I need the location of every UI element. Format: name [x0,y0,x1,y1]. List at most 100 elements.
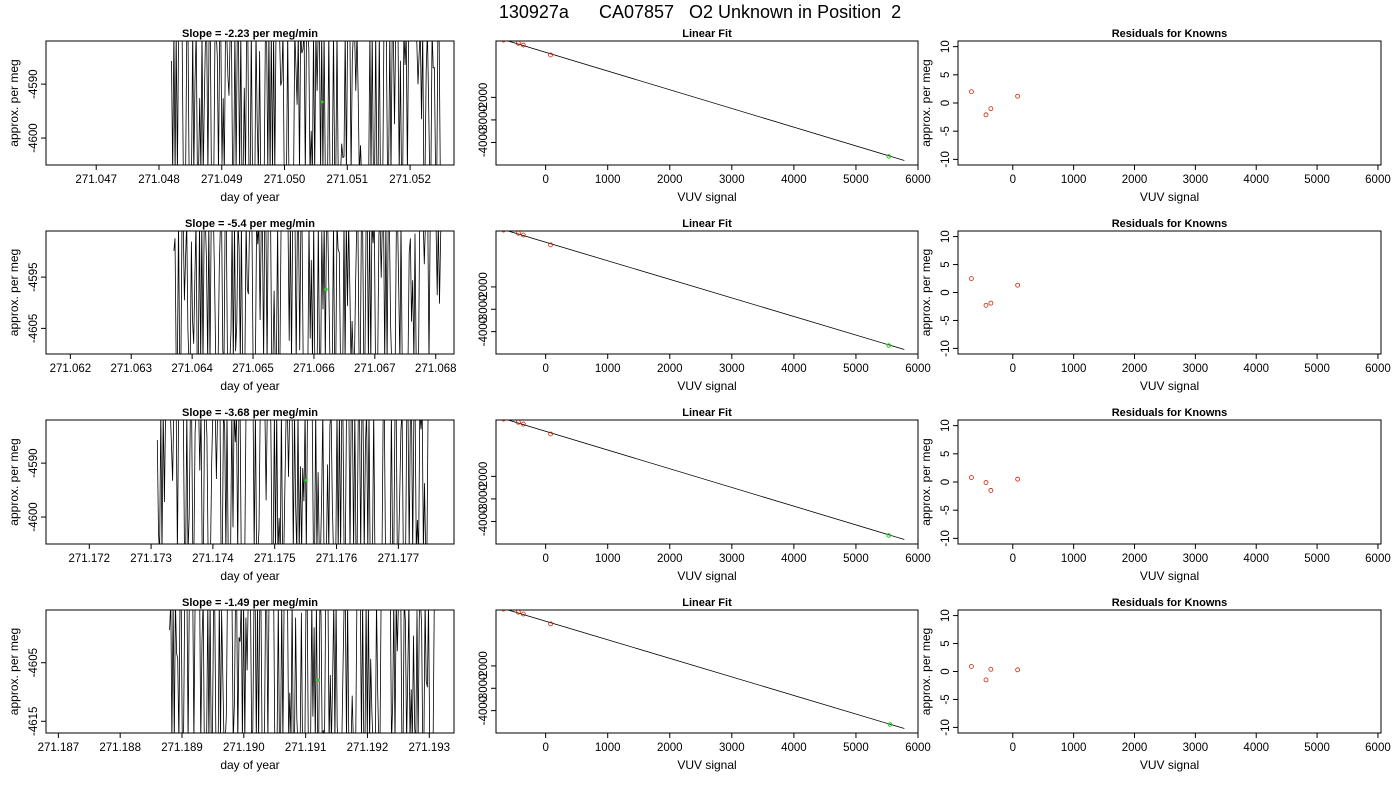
x-axis-label: VUV signal [1140,569,1199,583]
x-tick-label: 271.050 [264,174,306,186]
panel-linear-fit: Linear Fit 0 1000 2000 3000 4000 5000 6000 -2000… [478,28,931,204]
x-tick-label: 271.048 [138,174,180,186]
y-tick-label: -4600 [28,502,40,531]
y-axis-label: approx. per meg [7,249,21,336]
y-axis-label: approx. per meg [919,249,933,336]
known-point [515,420,521,425]
y-tick-label: -2000 [478,462,490,491]
x-tick-label: 0 [542,553,548,565]
signal-trace [173,231,442,354]
known-point [548,621,554,627]
x-tick-label: 4000 [781,742,807,754]
plot-area [501,420,905,540]
panel-title: Residuals for Knowns [1112,597,1228,609]
y-tick-label: 0 [940,289,952,295]
x-tick-label: 3000 [719,363,745,375]
y-tick-label: -4000 [478,507,490,536]
residual-point [988,488,994,493]
y-tick-label: -2000 [478,272,490,301]
x-axis-label: VUV signal [1140,379,1199,393]
panel-linear-fit: Linear Fit 0 1000 2000 3000 4000 5000 6000 -2000… [478,597,931,772]
unknown-point [886,343,892,348]
panel-residuals: Residuals for Knowns 0 1000 2000 3000 4000 500… [919,28,1391,204]
plot-frame [495,609,919,734]
plot-frame [957,40,1382,166]
y-tick-label: -5 [940,505,952,515]
panel-title: Slope = -5.4 per meg/min [185,218,315,230]
y-tick-label: -2000 [478,651,490,680]
residual-point [1015,667,1021,673]
panel-title: Residuals for Knowns [1112,28,1228,40]
x-tick-label: 4000 [781,363,807,375]
x-tick-label: 0 [1010,174,1016,186]
y-tick-label: -4615 [28,707,40,736]
x-tick-label: 6000 [1365,553,1391,565]
x-tick-label: 2000 [657,553,683,565]
y-tick-label: -4590 [28,69,40,98]
y-tick-label: -4600 [28,123,40,152]
y-tick-label: -4605 [28,314,40,343]
y-axis-label: approx. per meg [919,628,933,715]
x-axis-label: day of year [220,758,279,772]
residual-point [968,89,974,95]
residual-point [968,664,974,669]
panel-linear-fit: Linear Fit 0 1000 2000 3000 4000 5000 6000 -2000… [478,407,931,583]
y-tick-label: -4000 [478,317,490,346]
plot-frame [45,419,455,545]
residual-point [1015,93,1021,99]
x-tick-label: 6000 [1365,363,1391,375]
fit-line [506,610,905,729]
y-tick-label: -5 [940,126,952,136]
x-axis-label: VUV signal [677,379,736,393]
residual-point [968,276,974,281]
unknown-point [324,287,328,292]
y-tick-label: -10 [940,530,952,547]
x-tick-label: 271.191 [285,742,327,754]
x-tick-label: 2000 [657,174,683,186]
x-axis-label: VUV signal [677,569,736,583]
x-tick-label: 271.187 [38,742,80,754]
x-tick-label: 0 [1010,742,1016,754]
x-tick-label: 271.051 [327,174,369,186]
unknown-point [886,533,892,538]
known-point [520,421,526,427]
known-point [501,610,506,612]
panel-title: Residuals for Knowns [1112,218,1228,230]
panel-time-series: Slope = -3.68 per meg/min 271.172 271.173 2… [7,407,455,583]
residual-point [983,112,989,118]
plot-frame [45,230,455,355]
fit-line [506,231,905,350]
y-tick-label: 0 [940,100,952,106]
y-tick-label: -4000 [478,696,490,725]
plot-area [501,41,905,161]
residual-point [988,666,994,672]
known-point [501,231,506,233]
residual-point [983,480,989,485]
plot-area [968,475,1021,493]
x-tick-label: 4000 [781,553,807,565]
x-axis-label: VUV signal [1140,758,1199,772]
y-tick-label: -5 [940,694,952,704]
x-tick-label: 271.193 [408,742,450,754]
panel-time-series: Slope = -1.49 per meg/min 271.187 271.188 2… [7,597,455,772]
known-point [515,610,521,615]
x-tick-label: 0 [1010,363,1016,375]
plot-area [156,420,429,544]
y-tick-label: 10 [940,40,952,53]
x-tick-label: 271.189 [161,742,203,754]
residual-point [968,475,974,480]
panel-title: Slope = -3.68 per meg/min [182,407,318,419]
panel-residuals: Residuals for Knowns 0 1000 2000 3000 4000 500… [919,218,1391,393]
x-tick-label: 271.176 [316,553,358,565]
plot-frame [495,419,919,545]
x-axis-label: VUV signal [677,190,736,204]
x-axis-label: VUV signal [677,758,736,772]
x-tick-label: 0 [542,742,548,754]
x-tick-label: 1000 [595,363,621,375]
x-tick-label: 2000 [1122,174,1148,186]
y-tick-label: -10 [940,340,952,357]
y-tick-label: -5 [940,315,952,325]
fit-line [506,41,905,161]
plot-area [173,231,442,354]
x-tick-label: 271.172 [68,553,110,565]
